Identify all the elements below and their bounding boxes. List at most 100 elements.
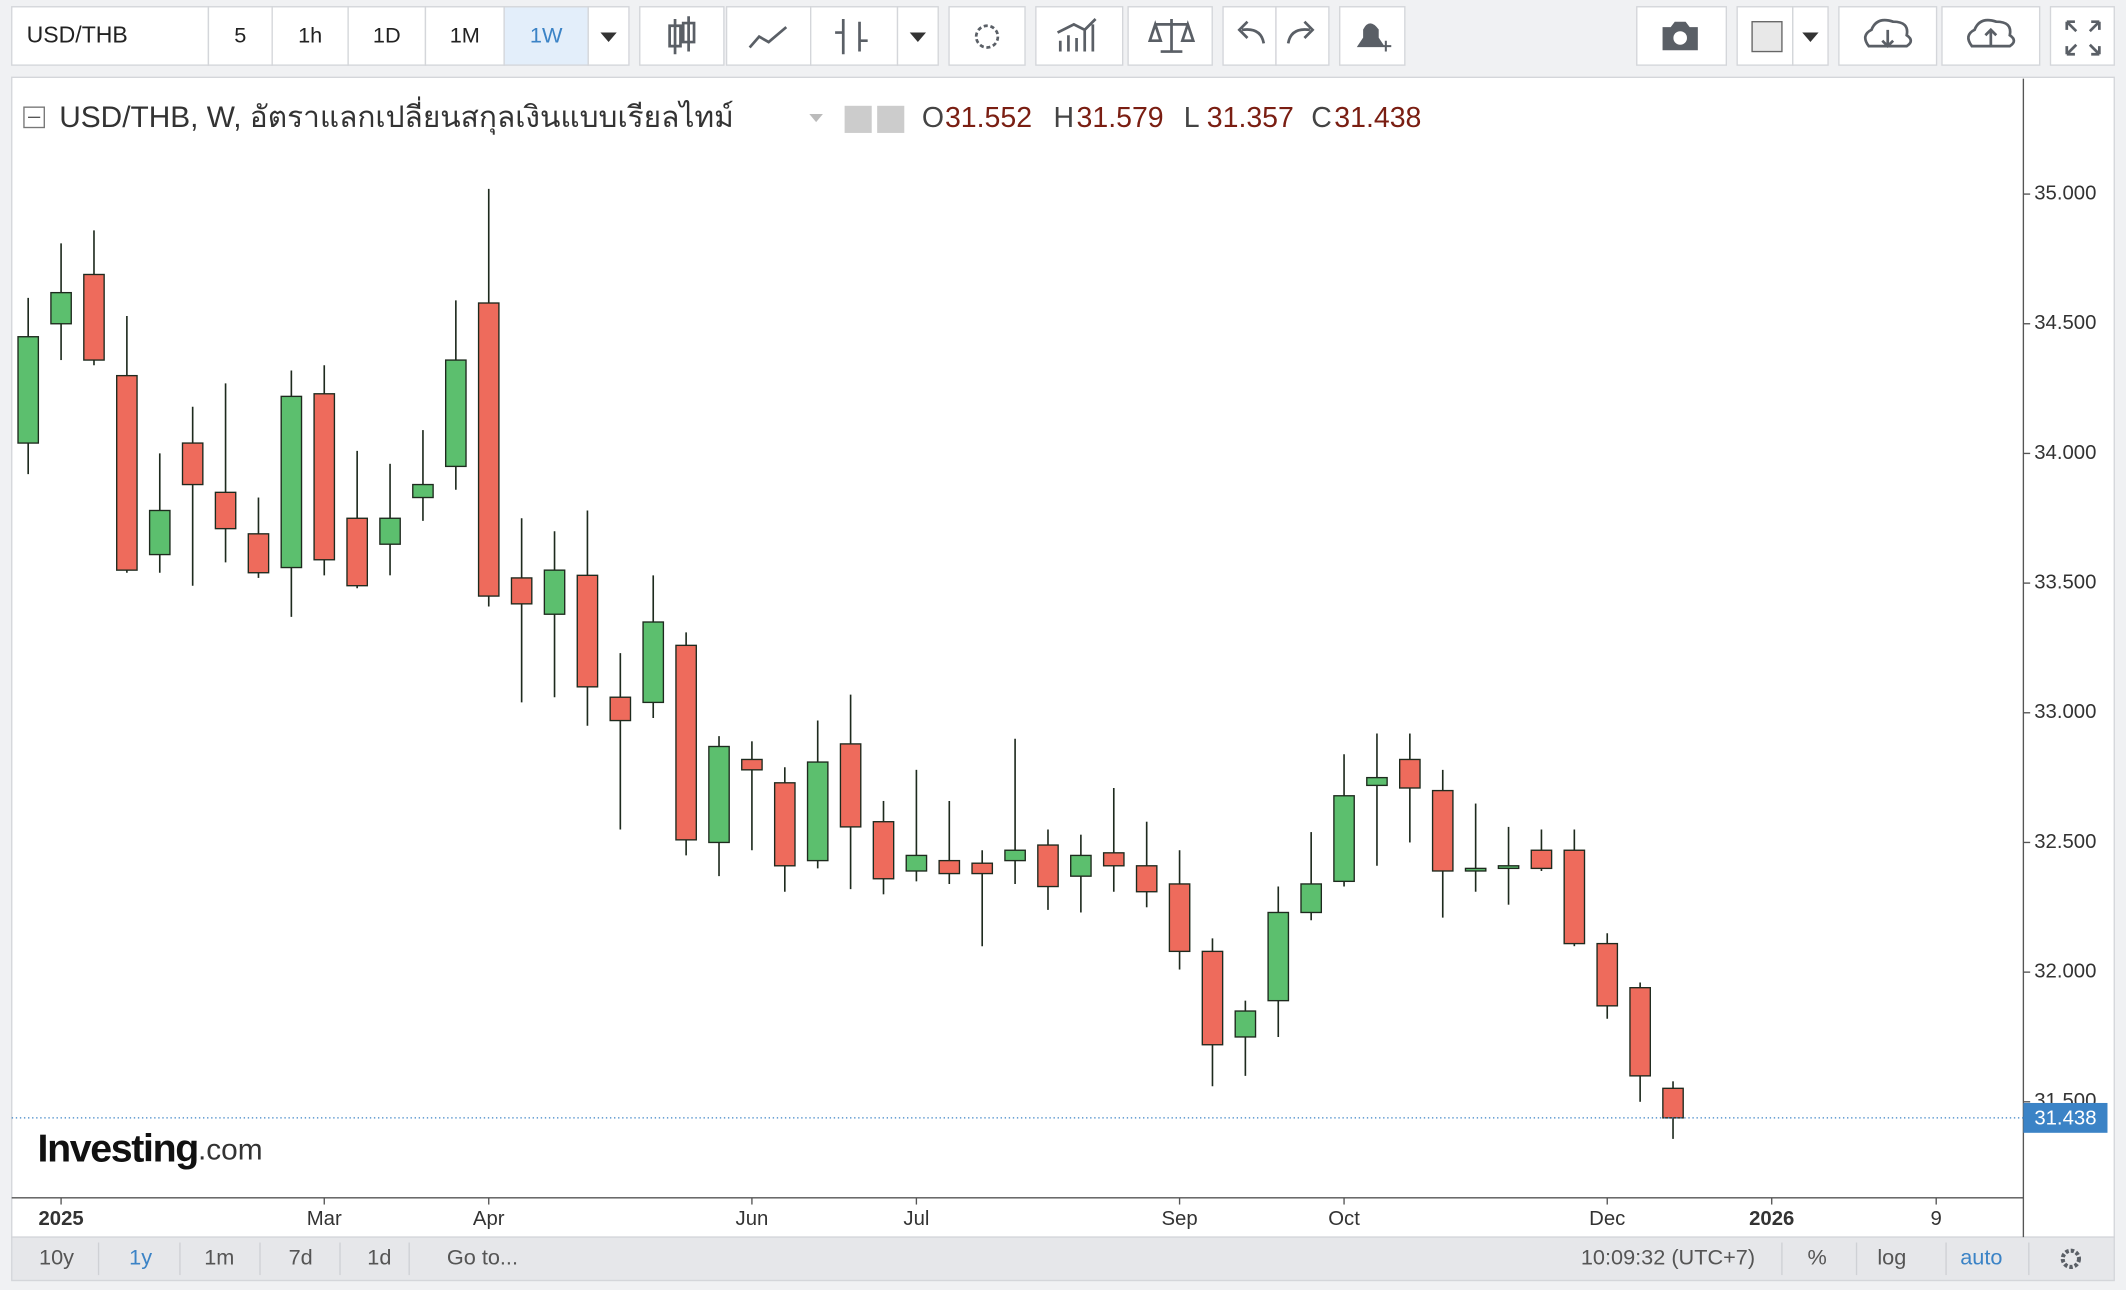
chart-panel (11, 76, 2115, 1238)
candle-body (1300, 883, 1323, 914)
candle-body (872, 821, 895, 880)
y-tick-label: 34.500 (2034, 312, 2096, 334)
interval-button[interactable] (424, 6, 505, 66)
ohlc-value: 31.579 (1077, 102, 1164, 134)
x-tick-label: 2025 (38, 1208, 83, 1230)
dropdown-arrow (600, 32, 617, 43)
candle-body (1629, 987, 1651, 1077)
candle-body (1102, 852, 1125, 867)
dropdown-arrow (1802, 32, 1819, 43)
cloud-upload-icon (1967, 18, 2016, 48)
clock: 10:09:32 (UTC+7) (1581, 1245, 1755, 1270)
candle-body (971, 862, 994, 875)
color-swatch (1751, 21, 1783, 53)
candle-body (50, 291, 72, 325)
candle-body (1464, 867, 1487, 872)
visibility-icon (844, 105, 872, 133)
interval-label: 1M (450, 22, 480, 47)
tool-button[interactable] (725, 6, 812, 66)
interval-button[interactable] (271, 6, 349, 66)
range-button[interactable]: 1y (129, 1245, 152, 1270)
candle-body (1497, 865, 1520, 870)
logo-brand: Investing (38, 1127, 198, 1171)
compare-icon (1147, 18, 1196, 53)
bottom-settings-icon[interactable] (2060, 1248, 2082, 1269)
dropdown-arrow (909, 32, 926, 43)
candle-body (214, 491, 237, 530)
x-tick-label: Sep (1161, 1208, 1197, 1230)
candle-body (609, 696, 632, 722)
ohlc-label: C (1311, 102, 1332, 134)
candle-body (773, 782, 796, 867)
chart-title: USD/THB, W, อัตราแลกเปลี่ยนสกุลเงินแบบเร… (59, 96, 734, 135)
interval-button[interactable] (207, 6, 273, 66)
symbol-button[interactable] (11, 6, 210, 66)
candle-body (1168, 883, 1191, 953)
candle-icon (668, 16, 696, 55)
candle-body (576, 574, 599, 688)
y-tick-label: 33.000 (2034, 701, 2096, 723)
range-button[interactable]: 1d (367, 1245, 391, 1270)
settings-icon (974, 24, 1000, 49)
range-button[interactable]: 7d (289, 1245, 313, 1270)
candle-body (83, 273, 105, 361)
ohlc-value: 31.438 (1334, 102, 1421, 134)
candle-body (313, 393, 336, 561)
candle-body (346, 517, 369, 587)
interval-button[interactable] (503, 6, 589, 66)
range-button[interactable]: 1m (204, 1245, 234, 1270)
candle-body (510, 577, 533, 605)
tool-button[interactable] (810, 6, 899, 66)
ohlc-label: H (1054, 102, 1075, 134)
candle-body (1201, 950, 1224, 1046)
candle-body (1267, 911, 1290, 1002)
logo-suffix: .com (198, 1134, 263, 1167)
candle-body (17, 336, 40, 444)
candle-body (1596, 942, 1619, 1007)
x-tick-label: Dec (1589, 1208, 1625, 1230)
candle-body (839, 743, 862, 828)
candle-body (280, 395, 303, 569)
last-price-box (2023, 1102, 2108, 1133)
candle-body (148, 509, 171, 556)
redo-icon (1286, 20, 1315, 44)
tool-button[interactable] (1035, 6, 1124, 66)
tool-button[interactable] (1222, 6, 1277, 66)
interval-button[interactable] (347, 6, 427, 66)
interval-label: 1D (373, 22, 401, 47)
tool-button[interactable] (948, 6, 1026, 66)
x-tick-label: Apr (473, 1208, 505, 1230)
scale-option[interactable]: log (1877, 1245, 1906, 1270)
candle-body (905, 854, 928, 872)
symbol-label: USD/THB (27, 22, 128, 48)
candle-body (379, 517, 401, 545)
candle-body (412, 483, 434, 499)
undo-icon (1237, 20, 1266, 44)
tool-button[interactable] (2049, 6, 2115, 66)
y-tick-label: 32.000 (2034, 961, 2096, 983)
x-tick-label: Oct (1328, 1208, 1360, 1230)
range-button[interactable]: 10y (39, 1245, 74, 1270)
candle-body (1662, 1087, 1684, 1119)
candle-body (1070, 854, 1092, 877)
scale-option[interactable]: auto (1960, 1245, 2002, 1270)
y-tick-label: 33.500 (2034, 571, 2096, 593)
x-tick-label: Jun (736, 1208, 769, 1230)
fullscreen-icon (2065, 20, 2101, 56)
tool-button[interactable] (1275, 6, 1330, 66)
candle-body (938, 859, 961, 875)
candle-body (477, 302, 500, 597)
candle-body (1563, 849, 1586, 945)
scale-option[interactable]: % (1808, 1245, 1827, 1270)
settings-small-icon (877, 105, 905, 133)
toolbar: USD/THB 5 1h 1D 1M 1W (11, 6, 2115, 66)
candle-body (675, 644, 697, 841)
candle-body (806, 761, 829, 862)
x-tick-label: Mar (307, 1208, 342, 1230)
range-button[interactable]: Go to... (447, 1245, 518, 1270)
candle-body (1135, 865, 1158, 893)
logo: Investing.com (38, 1127, 263, 1171)
plot-area: 31.50032.00032.50033.00033.50034.00034.5… (11, 78, 2108, 1238)
